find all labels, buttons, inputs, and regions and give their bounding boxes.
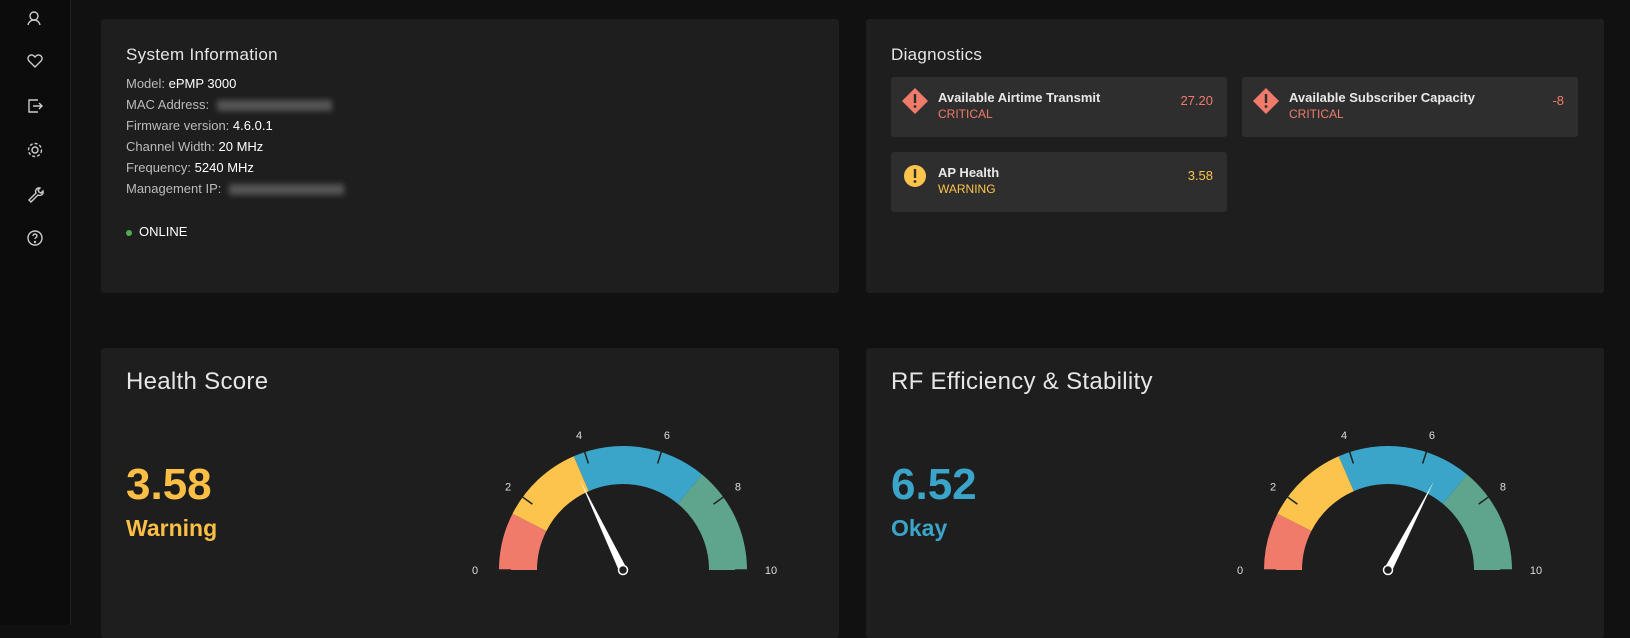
gauge-tick-label: 10 xyxy=(765,565,777,577)
diagnostic-status: CRITICAL xyxy=(1289,107,1344,121)
alert-icon xyxy=(904,165,926,187)
diagnostics-card: Diagnostics Available Airtime Transmit CR… xyxy=(866,19,1604,293)
redacted-value xyxy=(229,184,345,196)
status-text: ONLINE xyxy=(139,224,188,239)
gauge-band xyxy=(573,446,703,504)
icon-dot xyxy=(1264,105,1268,108)
diagnostic-name: AP Health xyxy=(938,165,1000,180)
field-row: MAC Address: xyxy=(126,97,332,112)
gauge-needle xyxy=(1384,481,1434,572)
gauge-tick-label: 0 xyxy=(1237,565,1243,577)
sidebar xyxy=(0,0,71,625)
field-label: Channel Width: xyxy=(126,139,215,154)
icon-dot xyxy=(913,180,917,183)
card-title: System Information xyxy=(126,45,278,64)
gauge-tick xyxy=(656,449,663,464)
gauge-band xyxy=(512,456,589,531)
score-status: Warning xyxy=(126,515,218,541)
gauge-tick xyxy=(1421,449,1428,464)
card-title: RF Efficiency & Stability xyxy=(891,368,1153,395)
gauge-tick-label: 0 xyxy=(472,565,478,577)
field-value: ePMP 3000 xyxy=(168,76,237,91)
field-label: MAC Address: xyxy=(126,97,210,112)
status: ONLINE xyxy=(126,224,187,239)
field-row: Firmware version: 4.6.0.1 xyxy=(126,118,273,133)
field-label: Management IP: xyxy=(126,181,222,196)
gauge-tick-label: 4 xyxy=(576,430,582,442)
gauge-band xyxy=(1442,474,1512,570)
status-dot xyxy=(126,229,132,236)
gauge: 0 2 4 6 8 10 xyxy=(472,430,777,577)
field-row: Management IP: xyxy=(126,181,345,196)
icon-bang xyxy=(913,94,917,103)
score-value: 3.58 xyxy=(126,460,212,509)
gauge-tick-label: 4 xyxy=(1341,430,1347,442)
field-row: Frequency: 5240 MHz xyxy=(126,160,254,175)
health-icon[interactable] xyxy=(27,54,43,68)
gauge-band xyxy=(1264,513,1312,570)
icon-bang xyxy=(1264,94,1268,103)
gauge-tick xyxy=(1478,495,1491,505)
diagnostic-item: Available Airtime Transmit CRITICAL 27.20 xyxy=(891,77,1227,137)
diagnostic-item: Available Subscriber Capacity CRITICAL -8 xyxy=(1242,77,1578,137)
gauge-band xyxy=(499,513,547,570)
field-row: Model: ePMP 3000 xyxy=(126,76,236,91)
diagnostic-name: Available Subscriber Capacity xyxy=(1289,90,1475,105)
health-card: Health Score 3.58 Warning 0 2 4 6 8 10 xyxy=(101,348,839,638)
icon-dot xyxy=(913,105,917,108)
needle-hub xyxy=(1382,564,1394,576)
alert-icon xyxy=(1253,88,1279,114)
field-value: 4.6.0.1 xyxy=(232,118,273,133)
field-value: 20 MHz xyxy=(218,139,264,154)
diagnostic-status: CRITICAL xyxy=(938,107,993,121)
users-icon[interactable] xyxy=(27,11,41,26)
gauge-tick xyxy=(583,449,590,464)
diagnostic-value: -8 xyxy=(1552,93,1564,108)
field-label: Frequency: xyxy=(126,160,192,175)
rf-card: RF Efficiency & Stability 6.52 Okay 0 2 4 6 8 10 xyxy=(866,348,1604,638)
gauge-band xyxy=(1277,456,1354,531)
card-title: Diagnostics xyxy=(891,45,983,64)
gauge-tick-label: 6 xyxy=(1429,430,1435,442)
gauge-tick-label: 8 xyxy=(1500,482,1506,494)
alert-icon xyxy=(902,88,928,114)
diagnostic-item: AP Health WARNING 3.58 xyxy=(891,152,1227,212)
gauge-tick xyxy=(713,495,726,505)
gauge-tick-label: 8 xyxy=(735,482,741,494)
gauge: 0 2 4 6 8 10 xyxy=(1237,430,1542,577)
card-title: Health Score xyxy=(126,368,269,395)
icon-bang xyxy=(913,169,917,178)
tools-icon[interactable] xyxy=(28,187,44,203)
export-icon[interactable] xyxy=(28,99,43,113)
score-status: Okay xyxy=(891,515,948,541)
diagnostic-status: WARNING xyxy=(938,182,996,196)
needle-hub xyxy=(617,564,629,576)
redacted-value xyxy=(216,100,332,112)
sidebar-icons xyxy=(27,11,44,246)
field-label: Firmware version: xyxy=(126,118,230,133)
gauge-tick xyxy=(1285,495,1298,505)
gauge-tick-label: 6 xyxy=(664,430,670,442)
gauge-tick xyxy=(1348,449,1355,464)
score-value: 6.52 xyxy=(891,460,977,509)
gauge-tick-label: 2 xyxy=(1270,482,1276,494)
gauge-needle xyxy=(579,479,627,572)
gauge-band xyxy=(677,474,747,570)
gauge-tick xyxy=(520,495,533,505)
diagnostic-value: 3.58 xyxy=(1187,168,1213,183)
settings-icon[interactable] xyxy=(27,142,43,158)
diagnostic-value: 27.20 xyxy=(1180,93,1213,108)
field-row: Channel Width: 20 MHz xyxy=(126,139,263,154)
field-label: Model: xyxy=(126,76,166,91)
help-icon[interactable] xyxy=(27,230,43,246)
gauge-tick-label: 10 xyxy=(1530,565,1542,577)
field-value: 5240 MHz xyxy=(194,160,254,175)
gauge-band xyxy=(1338,446,1468,504)
diagnostic-name: Available Airtime Transmit xyxy=(938,90,1101,105)
system-info-card: System Information Model: ePMP 3000 MAC A… xyxy=(101,19,839,293)
gauge-tick-label: 2 xyxy=(505,482,511,494)
